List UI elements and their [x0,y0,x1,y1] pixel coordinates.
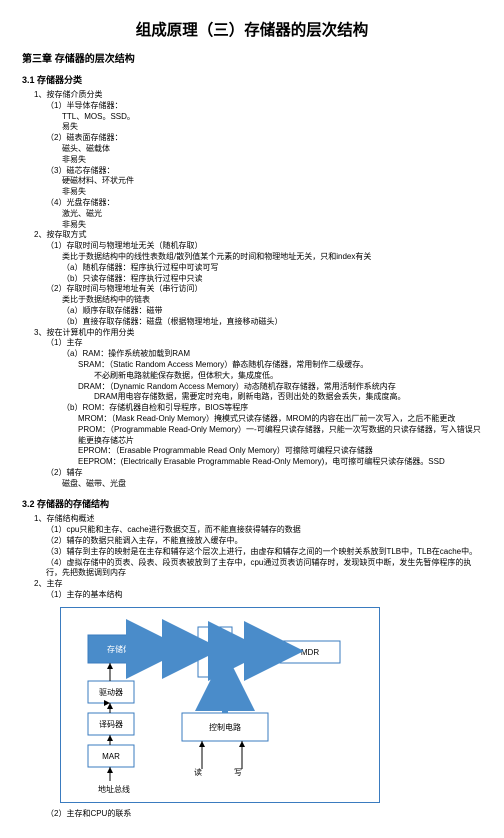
item: TTL、MOS。SSD。 [62,112,482,123]
item: 非易失 [62,155,482,166]
item: 类比于数据结构中的线性表数组/散列值某个元素的时间和物理地址无关，只和index… [62,252,482,263]
item: DRAM用电容存储数据，需要定时充电，刷新电路，否则出处的数据会丢失，集成度高。 [94,392,482,403]
item: （a）随机存储器：程序执行过程中可读可写 [62,263,482,274]
svg-text:读: 读 [194,767,202,777]
item: EPROM：（Erasable Programmable Read Only M… [78,446,482,457]
item: （1）存取时间与物理地址无关（随机存取） [46,241,482,252]
item: （2）主存和CPU的联系 [46,809,482,820]
item: 3、按在计算机中的作用分类 [34,328,482,339]
item: 类比于数据结构中的链表 [62,295,482,306]
item: （1）cpu只能和主存、cache进行数据交互，而不能直接获得辅存的数据 [46,525,482,536]
item: （3）磁芯存储器： [46,166,482,177]
svg-text:读: 读 [211,631,219,641]
section-3-2: 3.2 存储器的存储结构 [22,497,482,510]
section-3-1: 3.1 存储器分类 [22,73,482,86]
item: 非易失 [62,220,482,231]
item: MROM：（Mask Read-Only Memory）掩模式只读存储器，MRO… [78,414,482,425]
svg-text:MDR: MDR [301,648,319,657]
item: （1）主存的基本结构 [46,590,482,601]
item: （1）半导体存储器： [46,101,482,112]
svg-text:译码器: 译码器 [99,720,123,729]
item: （2）磁表面存储器： [46,133,482,144]
svg-text:写: 写 [234,768,242,777]
item: （4）光盘存储器： [46,198,482,209]
item: （b）ROM：存储机器自检和引导程序，BIOS等程序 [62,403,482,414]
svg-text:存储体: 存储体 [107,644,131,654]
item: （2）存取时间与物理地址有关（串行访问） [46,284,482,295]
main-memory-diagram: 存储体读写电路MDR驱动器译码器控制电路MAR地址总线读写 [60,607,482,805]
item: （b）只读存储器：程序执行过程中只读 [62,274,482,285]
svg-text:电: 电 [211,653,219,663]
item: SRAM：（Static Random Access Memory）静态随机存储… [78,360,482,371]
item: PROM：（Programmable Read-Only Memory）一-可编… [78,425,482,447]
item: （2）辅存 [46,468,482,479]
item: （a）顺序存取存储器：磁带 [62,306,482,317]
item: （3）辅存到主存的映射是在主存和辅存这个层次上进行，由虚存和辅存之间的一个映射关… [46,547,482,558]
page-title: 组成原理（三）存储器的层次结构 [22,18,482,40]
item: 2、按存取方式 [34,230,482,241]
item: DRAM：（Dynamic Random Access Memory）动态随机存… [78,382,482,393]
chapter-heading: 第三章 存储器的层次结构 [22,50,482,65]
item: 1、按存储介质分类 [34,90,482,101]
item: 激光、磁光 [62,209,482,220]
item: 磁盘、磁带、光盘 [62,479,482,490]
svg-text:MAR: MAR [102,752,120,761]
item: EEPROM：(Electrically Erasable Programmab… [78,457,482,468]
svg-text:路: 路 [211,664,219,674]
item: 2、主存 [34,579,482,590]
item: 非易失 [62,187,482,198]
item: （1）主存 [46,338,482,349]
item: 硬磁材料、环状元件 [62,176,482,187]
item: 不必刷新电路就能保存数据，但体积大，集成度低。 [94,371,482,382]
item: （2）辅存的数据只能调入主存，不能直接放入缓存中。 [46,536,482,547]
svg-text:写: 写 [211,643,219,652]
svg-text:驱动器: 驱动器 [99,687,123,697]
item: （4）虚拟存储中的页表、段表、段页表被放到了主存中，cpu通过页表访问辅存时，发… [46,558,482,580]
item: 易失 [62,122,482,133]
item: 1、存储结构概述 [34,514,482,525]
svg-text:地址总线: 地址总线 [98,784,130,794]
svg-text:控制电路: 控制电路 [209,722,241,732]
item: （b）直接存取存储器：磁盘（根据物理地址，直接移动磁头） [62,317,482,328]
item: 磁头、磁载体 [62,144,482,155]
item: （a）RAM：操作系统被加载到RAM [62,349,482,360]
